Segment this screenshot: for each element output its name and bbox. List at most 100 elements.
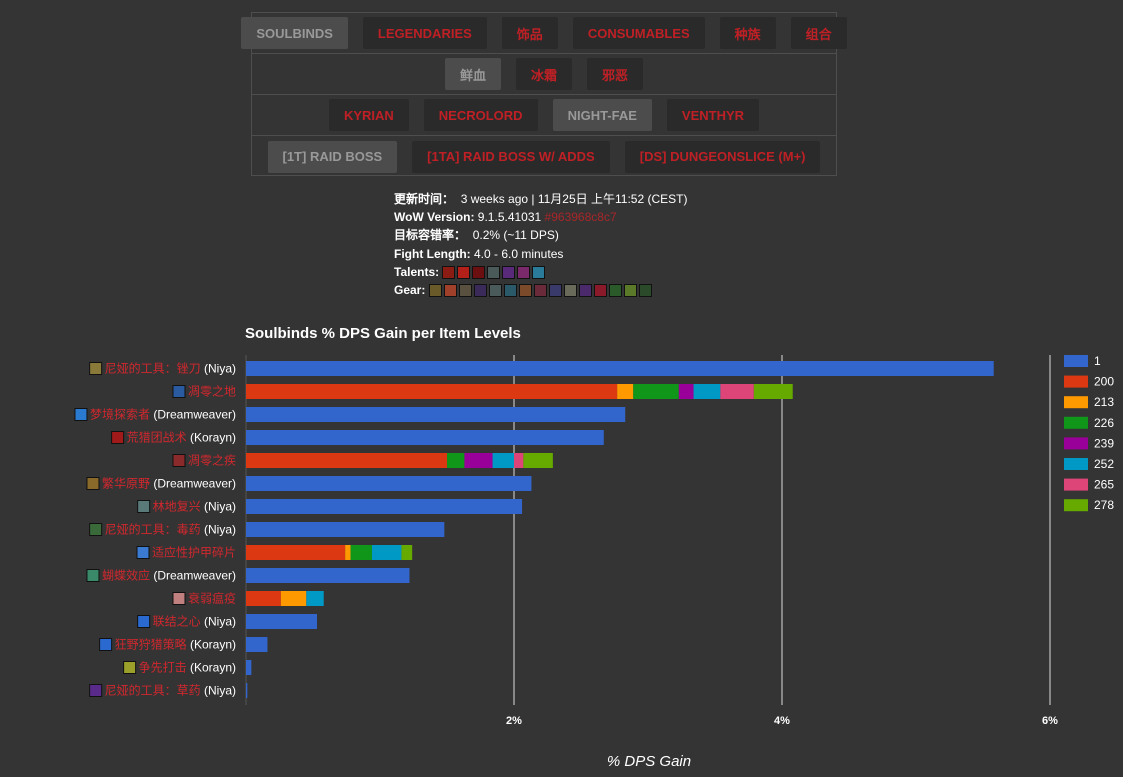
category-label[interactable]: 尼娅的工具：毒药 (Niya) <box>105 522 236 537</box>
bar-segment-1[interactable] <box>246 476 532 491</box>
bar-segment-1[interactable] <box>246 361 994 376</box>
bar-segment-1[interactable] <box>246 407 626 422</box>
spell-icon[interactable] <box>86 477 100 490</box>
spell-icon[interactable] <box>74 408 88 421</box>
bar-segment-252[interactable] <box>371 545 402 560</box>
bar-segment-213[interactable] <box>280 591 307 606</box>
bar-segment-200[interactable] <box>246 591 281 606</box>
gear-item-icon[interactable] <box>458 284 472 298</box>
spell-name[interactable]: 蝴蝶效应 <box>102 568 150 583</box>
talent-icon[interactable] <box>517 266 531 280</box>
gear-item-icon[interactable] <box>563 284 577 298</box>
category-label[interactable]: 凋零之疾 <box>188 453 236 468</box>
bar-segment-1[interactable] <box>246 614 318 629</box>
spell-name[interactable]: 尼娅的工具：锉刀 <box>105 361 201 376</box>
nav-button[interactable]: [1TA] RAID BOSS W/ ADDS <box>412 140 610 173</box>
gear-item-icon[interactable] <box>503 284 517 298</box>
bar-segment-226[interactable] <box>633 384 679 399</box>
spell-icon[interactable] <box>86 569 100 582</box>
nav-button[interactable]: NIGHT-FAE <box>552 99 652 131</box>
bar-segment-200[interactable] <box>246 545 346 560</box>
spell-icon[interactable] <box>136 546 150 559</box>
gear-item-icon[interactable] <box>533 284 547 298</box>
nav-button[interactable]: 组合 <box>790 17 847 49</box>
bar-segment-252[interactable] <box>693 384 721 399</box>
category-label[interactable]: 尼娅的工具：草药 (Niya) <box>105 683 236 698</box>
talent-icon[interactable] <box>502 266 516 280</box>
bar-segment-200[interactable] <box>246 453 447 468</box>
spell-icon[interactable] <box>172 592 186 605</box>
spell-name[interactable]: 凋零之地 <box>188 385 236 399</box>
talent-icon[interactable] <box>472 266 486 280</box>
spell-icon[interactable] <box>137 615 151 628</box>
spell-name[interactable]: 荒猎团战术 <box>127 431 187 445</box>
bar-segment-200[interactable] <box>246 384 618 399</box>
talent-icon[interactable] <box>532 266 546 280</box>
spell-name[interactable]: 凋零之疾 <box>188 453 236 468</box>
bar-segment-213[interactable] <box>345 545 351 560</box>
spell-name[interactable]: 衰弱瘟疫 <box>188 591 236 606</box>
spell-icon[interactable] <box>172 454 186 467</box>
spell-name[interactable]: 狂野狩猎策略 <box>115 637 187 652</box>
bar-segment-1[interactable] <box>246 522 445 537</box>
category-label[interactable]: 梦境探索者 (Dreamweaver) <box>90 407 236 422</box>
nav-button[interactable]: SOULBINDS <box>241 17 348 49</box>
gear-item-icon[interactable] <box>518 284 532 298</box>
category-label[interactable]: 狂野狩猎策略 (Korayn) <box>115 637 236 652</box>
category-label[interactable]: 荒猎团战术 (Korayn) <box>127 431 236 445</box>
spell-icon[interactable] <box>89 523 103 536</box>
category-label[interactable]: 林地复兴 (Niya) <box>153 500 236 514</box>
bar-segment-213[interactable] <box>617 384 634 399</box>
commit-hash-link[interactable]: #963968c8c7 <box>544 210 617 225</box>
gear-item-icon[interactable] <box>548 284 562 298</box>
nav-button[interactable]: CONSUMABLES <box>572 17 705 49</box>
spell-icon[interactable] <box>172 385 186 398</box>
talent-icon[interactable] <box>487 266 501 280</box>
bar-segment-278[interactable] <box>753 384 793 399</box>
talent-icon[interactable] <box>442 266 456 280</box>
nav-button[interactable]: [DS] DUNGEONSLICE (M+) <box>624 140 821 173</box>
bar-segment-1[interactable] <box>246 499 523 514</box>
nav-button[interactable]: LEGENDARIES <box>362 17 487 49</box>
bar-segment-278[interactable] <box>401 545 413 560</box>
bar-segment-226[interactable] <box>447 453 465 468</box>
category-label[interactable]: 尼娅的工具：锉刀 (Niya) <box>105 361 236 376</box>
nav-button[interactable]: NECROLORD <box>423 99 538 131</box>
spell-icon[interactable] <box>111 431 125 444</box>
spell-name[interactable]: 繁华原野 <box>102 476 150 491</box>
spell-name[interactable]: 梦境探索者 <box>90 407 150 422</box>
gear-item-icon[interactable] <box>428 284 442 298</box>
nav-button[interactable]: 鲜血 <box>444 58 501 90</box>
spell-icon[interactable] <box>89 362 103 375</box>
gear-item-icon[interactable] <box>608 284 622 298</box>
category-label[interactable]: 适应性护甲碎片 <box>152 545 236 560</box>
bar-segment-265[interactable] <box>514 453 524 468</box>
bar-segment-1[interactable] <box>246 430 604 445</box>
talent-icon[interactable] <box>457 266 471 280</box>
category-label[interactable]: 蝴蝶效应 (Dreamweaver) <box>102 568 236 583</box>
bar-segment-1[interactable] <box>246 660 252 675</box>
gear-item-icon[interactable] <box>638 284 652 298</box>
category-label[interactable]: 联结之心 (Niya) <box>153 615 236 629</box>
spell-icon[interactable] <box>123 661 137 674</box>
nav-button[interactable]: 邪恶 <box>587 58 644 90</box>
bar-segment-278[interactable] <box>523 453 553 468</box>
bar-segment-239[interactable] <box>678 384 694 399</box>
spell-icon[interactable] <box>99 638 113 651</box>
bar-segment-1[interactable] <box>246 683 248 698</box>
spell-name[interactable]: 林地复兴 <box>153 500 201 514</box>
gear-item-icon[interactable] <box>488 284 502 298</box>
bar-segment-252[interactable] <box>306 591 324 606</box>
spell-name[interactable]: 尼娅的工具：草药 <box>105 683 201 698</box>
category-label[interactable]: 衰弱瘟疫 <box>188 591 236 606</box>
nav-button[interactable]: VENTHYR <box>666 99 760 131</box>
bar-segment-1[interactable] <box>246 637 268 652</box>
nav-button[interactable]: KYRIAN <box>328 99 409 131</box>
gear-item-icon[interactable] <box>443 284 457 298</box>
bar-segment-265[interactable] <box>720 384 754 399</box>
nav-button[interactable]: 冰霜 <box>515 58 572 90</box>
spell-icon[interactable] <box>137 500 151 513</box>
bar-segment-1[interactable] <box>246 568 410 583</box>
nav-button[interactable]: 饰品 <box>501 17 558 49</box>
spell-name[interactable]: 争先打击 <box>139 661 187 675</box>
